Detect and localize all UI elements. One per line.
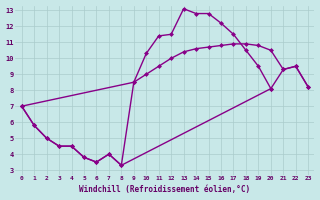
X-axis label: Windchill (Refroidissement éolien,°C): Windchill (Refroidissement éolien,°C) (79, 185, 251, 194)
